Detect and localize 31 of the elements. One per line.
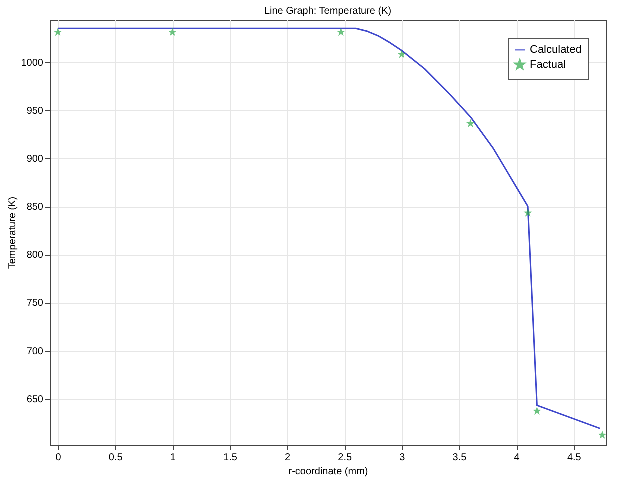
point	[466, 119, 475, 128]
y-axis-title: Temperature (K)	[7, 196, 18, 270]
point	[168, 28, 177, 36]
chart-title: Line Graph: Temperature (K)	[264, 6, 392, 17]
y-tick-label: 950	[26, 106, 44, 117]
x-tick-label: 2.5	[338, 452, 353, 464]
y-tick-label: 800	[26, 250, 44, 262]
y-tick-label: 700	[26, 346, 44, 358]
point	[336, 28, 346, 36]
x-tick-label: 0	[56, 452, 62, 464]
y-tick-label: 1000	[21, 58, 44, 69]
point	[524, 208, 532, 217]
x-tick-label: 3.5	[452, 452, 468, 464]
x-tick-label: 1.5	[224, 452, 238, 464]
point	[532, 406, 542, 415]
y-tick-label: 900	[26, 154, 44, 165]
point	[54, 28, 62, 36]
legend-label: Factual	[530, 59, 566, 71]
x-tick-label: 0.5	[108, 452, 124, 464]
point	[598, 430, 606, 440]
x-tick-label: 1	[170, 452, 176, 464]
x-axis-title: r-coordinate (mm)	[288, 466, 368, 478]
x-tick-label: 2	[285, 452, 292, 464]
y-tick-label: 850	[26, 202, 44, 214]
x-tick-label: 3	[400, 452, 406, 464]
legend-label: Calculated	[530, 44, 582, 56]
point	[398, 50, 406, 58]
y-tick-label: 750	[26, 298, 44, 310]
x-tick-label: 4	[514, 452, 520, 464]
y-tick-label: 650	[26, 394, 44, 406]
x-tick-label: 4.5	[567, 452, 582, 464]
